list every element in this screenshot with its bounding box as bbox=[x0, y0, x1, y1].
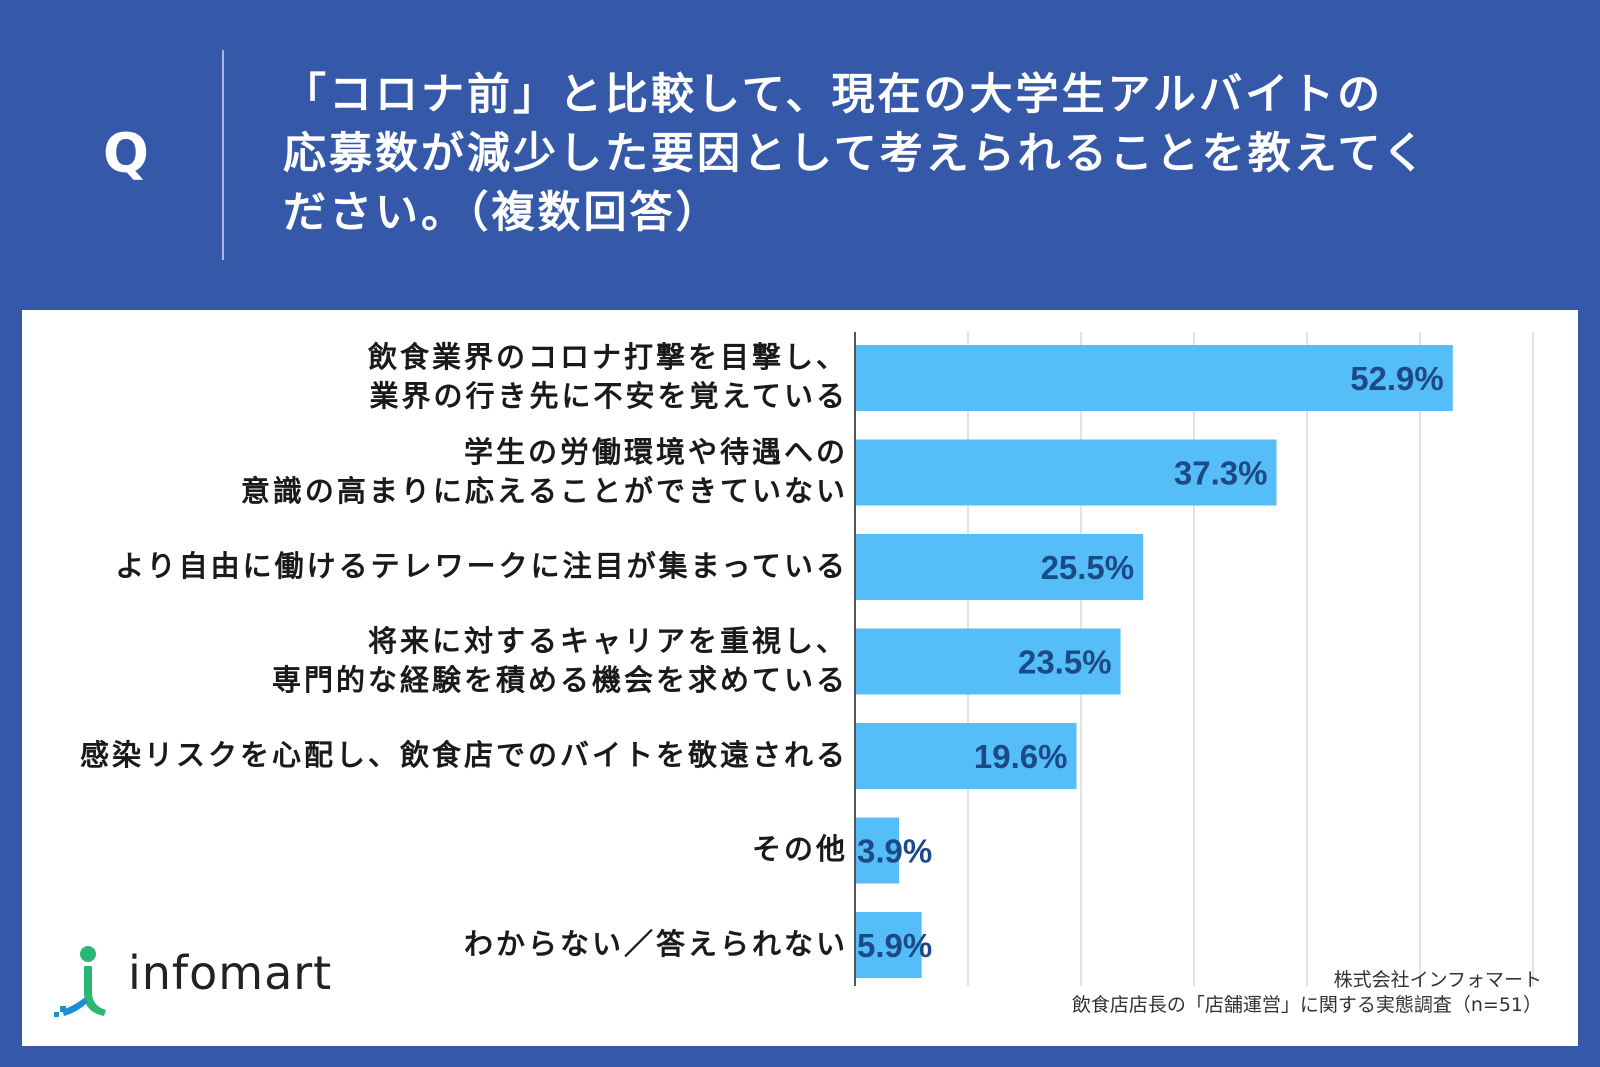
value-label: 19.6% bbox=[974, 738, 1068, 775]
category-label-line: 学生の労働環境や待遇への bbox=[463, 434, 848, 469]
category-label-line: その他 bbox=[751, 832, 848, 866]
question-text: 「コロナ前」と比較して、現在の大学生アルバイトの 応募数が減少した要因として考え… bbox=[283, 66, 1523, 243]
bar bbox=[855, 723, 1077, 789]
header-divider bbox=[222, 50, 224, 260]
category-label-line: 飲食業界のコロナ打撃を目撃し、 bbox=[367, 340, 848, 374]
category-label-line: 業界の行き先に不安を覚えている bbox=[369, 379, 848, 413]
logo-text: infomart bbox=[128, 946, 333, 1000]
question-line-1: 「コロナ前」と比較して、現在の大学生アルバイトの bbox=[283, 70, 1384, 120]
question-line-3: ださい。（複数回答） bbox=[283, 188, 722, 238]
bar bbox=[855, 628, 1121, 695]
category-label: 飲食業界のコロナ打撃を目撃し、 業界の行き先に不安を覚えている bbox=[368, 338, 848, 416]
bar bbox=[855, 439, 1277, 506]
infomart-logo-icon bbox=[54, 946, 106, 1017]
question-line-2: 応募数が減少した要因として考えられることを教えてく bbox=[283, 129, 1429, 179]
value-label: 52.9% bbox=[1350, 360, 1444, 397]
source-company: 株式会社インフォマート bbox=[1333, 969, 1542, 991]
category-label-line: わからない／答えられない bbox=[463, 926, 848, 961]
bar bbox=[855, 534, 1144, 600]
q-mark: Q bbox=[103, 122, 149, 185]
bar-chart: 52.9% 37.3% 25.5% 23.5% 19.6% 3.9% 5.9% bbox=[854, 332, 1534, 986]
value-label: 23.5% bbox=[1018, 644, 1112, 681]
category-label: 感染リスクを心配し、飲食店でのバイトを敬遠される bbox=[80, 736, 848, 775]
chart-panel: 52.9% 37.3% 25.5% 23.5% 19.6% 3.9% 5.9% 飲食業界のコ… bbox=[22, 310, 1578, 1046]
infomart-logo: infomart bbox=[44, 940, 334, 1020]
category-label: 学生の労働環境や待遇への意識の高まりに応えることができていない bbox=[241, 433, 848, 511]
value-label: 3.9% bbox=[857, 833, 932, 870]
source-survey: 飲食店店長の「店舗運営」に関する実態調査（n=51） bbox=[1071, 994, 1542, 1016]
category-label-line: 感染リスクを心配し、飲食店でのバイトを敬遠される bbox=[79, 737, 848, 772]
source-credit: 株式会社インフォマート 飲食店店長の「店舗運営」に関する実態調査（n=51） bbox=[1072, 968, 1542, 1018]
category-label: わからない／答えられない bbox=[464, 925, 848, 964]
category-label-line: 専門的な経験を積める機会を求めている bbox=[271, 662, 848, 697]
category-label-line: 意識の高まりに応えることができていない bbox=[240, 473, 848, 508]
category-label-line: より自由に働けるテレワークに注目が集まっている bbox=[115, 548, 848, 583]
bar bbox=[855, 345, 1453, 411]
category-label: より自由に働けるテレワークに注目が集まっている bbox=[115, 547, 848, 586]
category-label: 将来に対するキャリアを重視し、専門的な経験を積める機会を求めている bbox=[272, 622, 848, 700]
bar bbox=[855, 912, 922, 978]
value-label: 25.5% bbox=[1041, 549, 1135, 586]
value-label: 5.9% bbox=[857, 927, 932, 964]
category-label: その他 bbox=[752, 830, 848, 869]
question-header: Q 「コロナ前」と比較して、現在の大学生アルバイトの 応募数が減少した要因として… bbox=[0, 0, 1600, 300]
value-label: 37.3% bbox=[1174, 455, 1268, 492]
category-label-line: 将来に対するキャリアを重視し、 bbox=[367, 623, 848, 658]
bar bbox=[855, 817, 900, 884]
